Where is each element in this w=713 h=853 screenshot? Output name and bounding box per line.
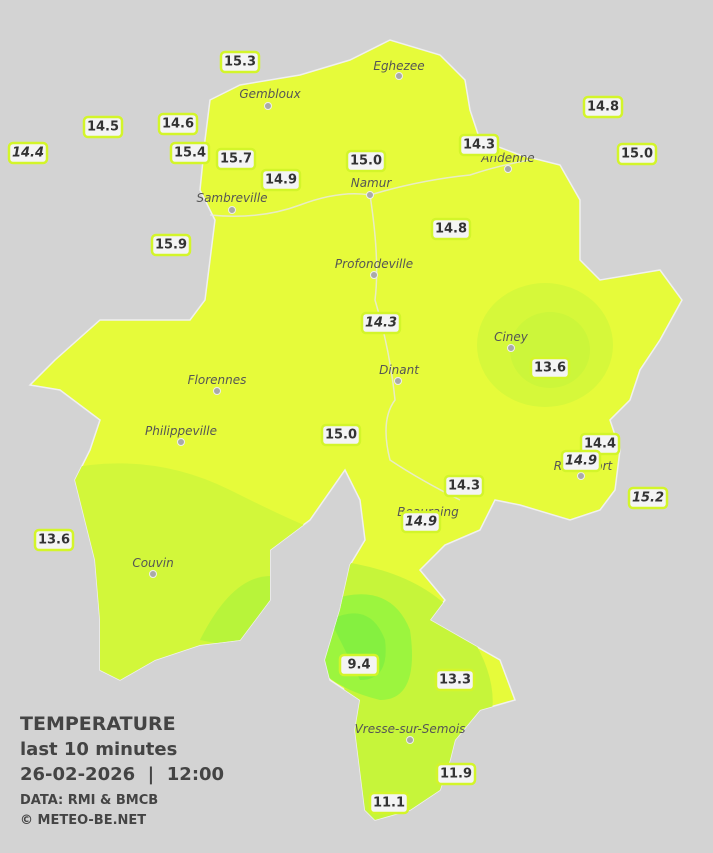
station-label: 15.0 — [616, 142, 658, 166]
legend: TEMPERATURE last 10 minutes 26-02-2026 |… — [20, 713, 224, 828]
station-value: 11.1 — [373, 796, 405, 811]
station-box — [157, 112, 199, 136]
station-value: 14.3 — [365, 316, 397, 331]
station-label: 13.6 — [33, 528, 75, 552]
station-label: 15.0 — [345, 149, 387, 173]
station-value: 14.8 — [435, 222, 467, 237]
station-value: 11.9 — [440, 767, 472, 782]
station-box — [7, 141, 49, 165]
city-label: Eghezee — [373, 59, 424, 73]
station-box — [627, 486, 669, 510]
city-label: Couvin — [132, 556, 173, 570]
station-box — [443, 474, 485, 498]
station-label: 14.8 — [430, 217, 472, 241]
station-label: 14.9 — [260, 168, 302, 192]
station-box — [458, 133, 500, 157]
station-box — [338, 653, 380, 677]
station-label: 14.9 — [400, 510, 442, 534]
station-label: 15.3 — [219, 50, 261, 74]
station-label: 14.3 — [443, 474, 485, 498]
station-label: 14.3 — [360, 311, 402, 335]
station-value: 14.6 — [162, 117, 194, 132]
city-label: Gembloux — [239, 87, 301, 101]
station-box — [150, 233, 192, 257]
station-value: 13.6 — [38, 533, 70, 548]
station-label: 14.6 — [157, 112, 199, 136]
station-box — [345, 149, 387, 173]
station-value: 13.6 — [534, 361, 566, 376]
station-box — [434, 668, 476, 692]
station-value: 9.4 — [347, 658, 370, 673]
station-value: 14.4 — [12, 146, 44, 161]
legend-period: last 10 minutes — [20, 739, 177, 760]
station-label: 13.3 — [434, 668, 476, 692]
city-label: Sambreville — [196, 191, 267, 205]
station-value: 14.9 — [565, 454, 597, 469]
station-label: 15.2 — [627, 486, 669, 510]
station-label: 14.4 — [579, 432, 621, 456]
station-value: 14.3 — [463, 138, 495, 153]
station-label: 13.6 — [529, 356, 571, 380]
city-label: Namur — [351, 176, 393, 190]
station-label: 15.7 — [215, 147, 257, 171]
cities: Eghezee Gembloux Andenne Namur Sambrevil… — [132, 59, 614, 744]
city-label: Dinant — [379, 363, 420, 377]
legend-copyright: © METEO-BE.NET — [20, 813, 146, 828]
station-box — [616, 142, 658, 166]
station-label: 15.4 — [169, 141, 211, 165]
station-box — [320, 423, 362, 447]
station-value: 13.3 — [439, 673, 471, 688]
station-value: 14.8 — [587, 100, 619, 115]
station-label: 14.4 — [7, 141, 49, 165]
station-box — [368, 791, 410, 815]
station-value: 15.9 — [155, 238, 187, 253]
station-label: 9.4 — [338, 653, 380, 677]
station-value: 15.7 — [220, 152, 252, 167]
station-box — [400, 510, 442, 534]
station-label: 15.0 — [320, 423, 362, 447]
station-box — [219, 50, 261, 74]
station-box — [215, 147, 257, 171]
city-label: Profondeville — [335, 257, 413, 271]
station-value: 15.0 — [325, 428, 357, 443]
station-value: 15.0 — [621, 147, 653, 162]
station-value: 14.5 — [87, 120, 119, 135]
station-value: 14.9 — [265, 173, 297, 188]
station-box — [82, 115, 124, 139]
station-value: 15.4 — [174, 146, 206, 161]
city-label: Philippeville — [145, 424, 217, 438]
legend-title: TEMPERATURE — [20, 713, 176, 735]
station-box — [560, 449, 602, 473]
station-label: 11.1 — [368, 791, 410, 815]
station-value: 14.9 — [405, 515, 437, 530]
station-value: 15.2 — [632, 491, 664, 506]
station-label: 15.9 — [150, 233, 192, 257]
station-box — [169, 141, 211, 165]
city-label: Vresse-sur-Semois — [355, 722, 466, 736]
station-label: 14.3 — [458, 133, 500, 157]
station-value: 15.0 — [350, 154, 382, 169]
station-box — [435, 762, 477, 786]
station-label: 14.8 — [582, 95, 624, 119]
station-box — [529, 356, 571, 380]
station-label: 14.9 — [560, 449, 602, 473]
station-box — [430, 217, 472, 241]
station-box — [260, 168, 302, 192]
station-box — [33, 528, 75, 552]
legend-datetime: 26-02-2026 | 12:00 — [20, 764, 224, 785]
city-label: Ciney — [494, 330, 529, 344]
station-box — [360, 311, 402, 335]
station-label: 14.5 — [82, 115, 124, 139]
station-value: 14.4 — [584, 437, 616, 452]
city-label: Florennes — [188, 373, 247, 387]
station-label: 11.9 — [435, 762, 477, 786]
stations: 15.3 14.5 14.6 14.4 15.4 15.7 14.9 15.0 14.3 14.8… — [7, 50, 669, 815]
legend-source: DATA: RMI & BMCB — [20, 793, 158, 808]
station-value: 15.3 — [224, 55, 256, 70]
station-value: 14.3 — [448, 479, 480, 494]
station-box — [582, 95, 624, 119]
